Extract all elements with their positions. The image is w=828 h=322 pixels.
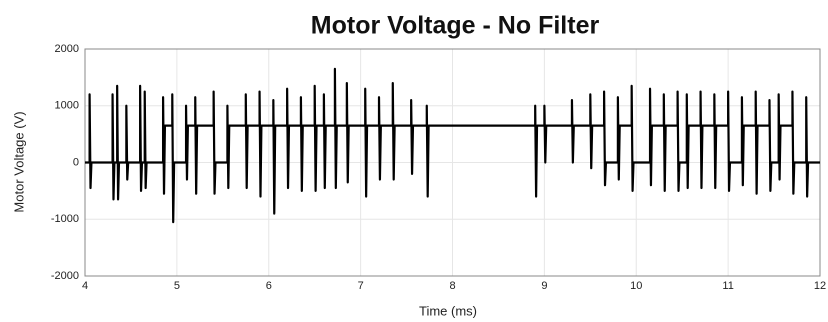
x-axis-label: Time (ms) [419, 303, 477, 318]
x-tick-label: 5 [174, 280, 180, 292]
x-tick-label: 8 [449, 280, 455, 292]
x-tick-label: 4 [82, 280, 88, 292]
y-tick-label: 2000 [55, 43, 79, 55]
x-tick-label: 12 [814, 280, 826, 292]
y-tick-label: 1000 [55, 100, 79, 112]
x-tick-label: 11 [722, 280, 733, 292]
y-tick-label: -1000 [51, 213, 79, 225]
x-tick-label: 6 [266, 280, 272, 292]
x-tick-label: 10 [630, 280, 642, 292]
y-axis-label: Motor Voltage (V) [11, 111, 26, 212]
chart-title: Motor Voltage - No Filter [311, 12, 600, 40]
y-tick-label: 0 [73, 156, 79, 168]
data-line [85, 67, 820, 224]
y-tick-label: -2000 [51, 270, 79, 282]
x-tick-label: 9 [541, 280, 547, 292]
x-tick-label: 7 [358, 280, 364, 292]
